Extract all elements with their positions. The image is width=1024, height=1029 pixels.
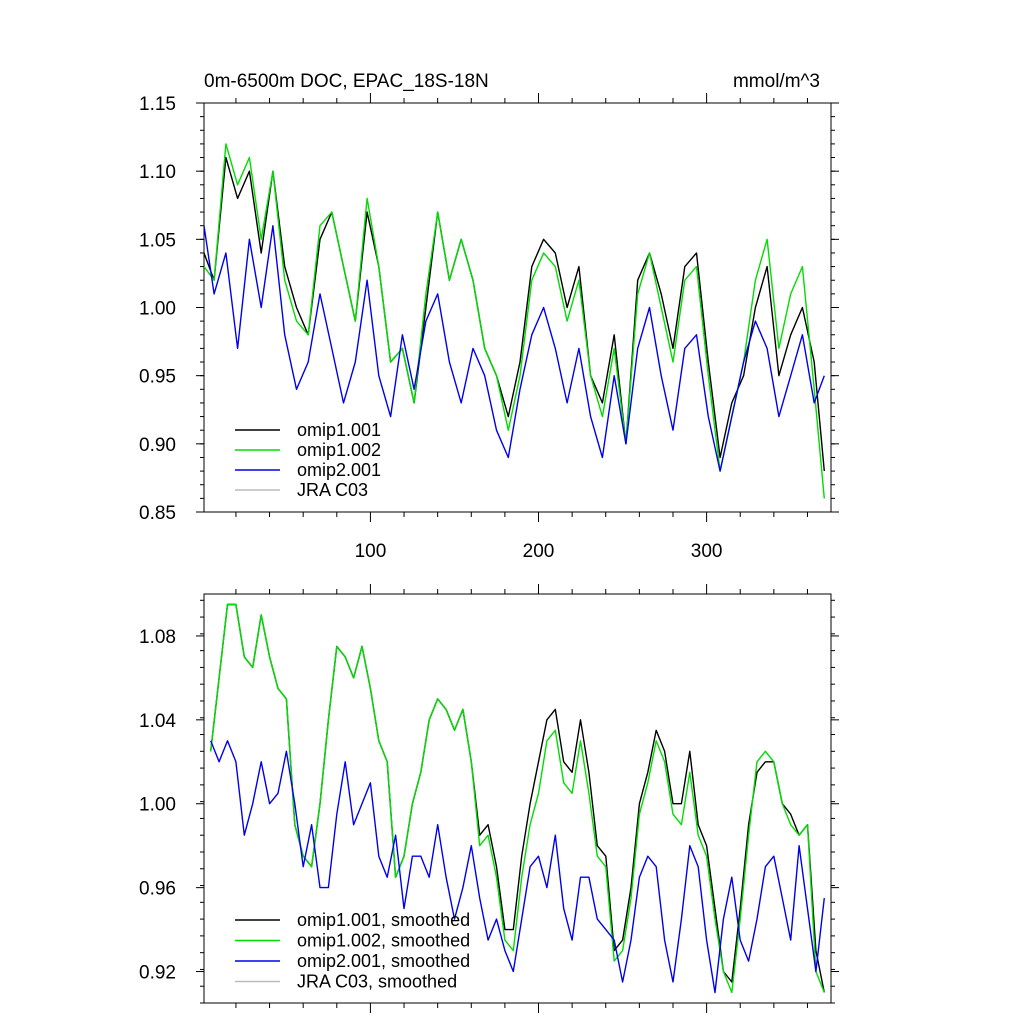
y-tick-label: 1.08 xyxy=(139,627,176,648)
legend-label: omip1.001, smoothed xyxy=(297,910,470,930)
y-tick-label: 1.00 xyxy=(139,795,176,816)
chart-title: 0m-6500m DOC, EPAC_18S-18N xyxy=(204,71,489,92)
legend-label: JRA C03, smoothed xyxy=(297,972,457,992)
chart-units: mmol/m^3 xyxy=(733,71,820,92)
legend-label: omip1.002, smoothed xyxy=(297,931,470,951)
legend-label: omip2.001, smoothed xyxy=(297,951,470,971)
x-tick-label: 200 xyxy=(523,541,555,562)
series-line-3 xyxy=(210,740,825,994)
series-line-1 xyxy=(204,156,825,472)
series-line-3 xyxy=(204,224,825,472)
plot-frame xyxy=(203,593,832,1004)
legend-label: omip1.001 xyxy=(297,420,381,440)
y-tick-label: 1.10 xyxy=(139,162,176,183)
y-tick-label: 1.00 xyxy=(139,299,176,320)
x-tick-label: 100 xyxy=(355,541,387,562)
y-tick-label: 0.95 xyxy=(139,367,176,388)
x-tick-label: 300 xyxy=(691,541,723,562)
y-tick-label: 0.96 xyxy=(139,879,176,900)
top-panel: 0.85 0.90 0.95 1.00 1.05 1.10 1.15 100 200 300 omi… xyxy=(139,93,839,562)
legend-label: JRA C03 xyxy=(297,480,368,500)
legend-label: omip2.001 xyxy=(297,460,381,480)
y-tick-label: 1.15 xyxy=(139,94,176,115)
y-tick-label: 0.85 xyxy=(139,503,176,524)
y-tick-label: 1.05 xyxy=(139,230,176,251)
series-line-2 xyxy=(210,603,825,994)
y-tick-label: 0.92 xyxy=(139,963,176,984)
legend-label: omip1.002 xyxy=(297,440,381,460)
y-tick-label: 0.90 xyxy=(139,435,176,456)
y-tick-label: 1.04 xyxy=(139,711,176,732)
